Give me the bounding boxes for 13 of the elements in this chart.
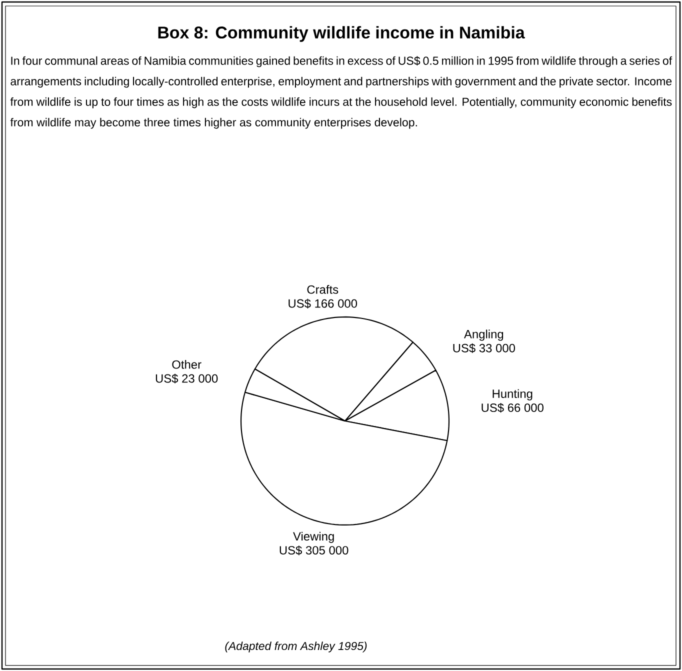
chart-title: Box 8: Community wildlife income in Namibia <box>158 26 525 42</box>
data-label: US$ 23 000 <box>156 374 218 384</box>
chart-subtitle: In four communal areas of Namibia communities gained benefits in excess of US$ 0.5 million in 1995 from wildlife through a series of arrangements including locally-controlled enterprise, employment and partnerships with government and the private sector. Income from wildlife is up to four times as high as the costs wildlife incurs at the household level. Potentially, community economic benefits from wildlife may become three times higher as community enterprises develop. <box>10 56 672 129</box>
text: (Adapted from Ashley 1995) <box>225 642 367 652</box>
data-label: US$ 166 000 <box>288 298 358 308</box>
slice-label: Other <box>172 360 202 369</box>
data-label: US$ 33 000 <box>453 343 516 354</box>
slice-label: Crafts <box>307 285 338 294</box>
slice-label: Hunting <box>492 389 532 400</box>
slice-label: Angling <box>464 330 504 341</box>
slice-label: Viewing <box>293 532 334 543</box>
data-label: US$ 305 000 <box>280 546 348 556</box>
data-label: US$ 66 000 <box>482 402 544 413</box>
